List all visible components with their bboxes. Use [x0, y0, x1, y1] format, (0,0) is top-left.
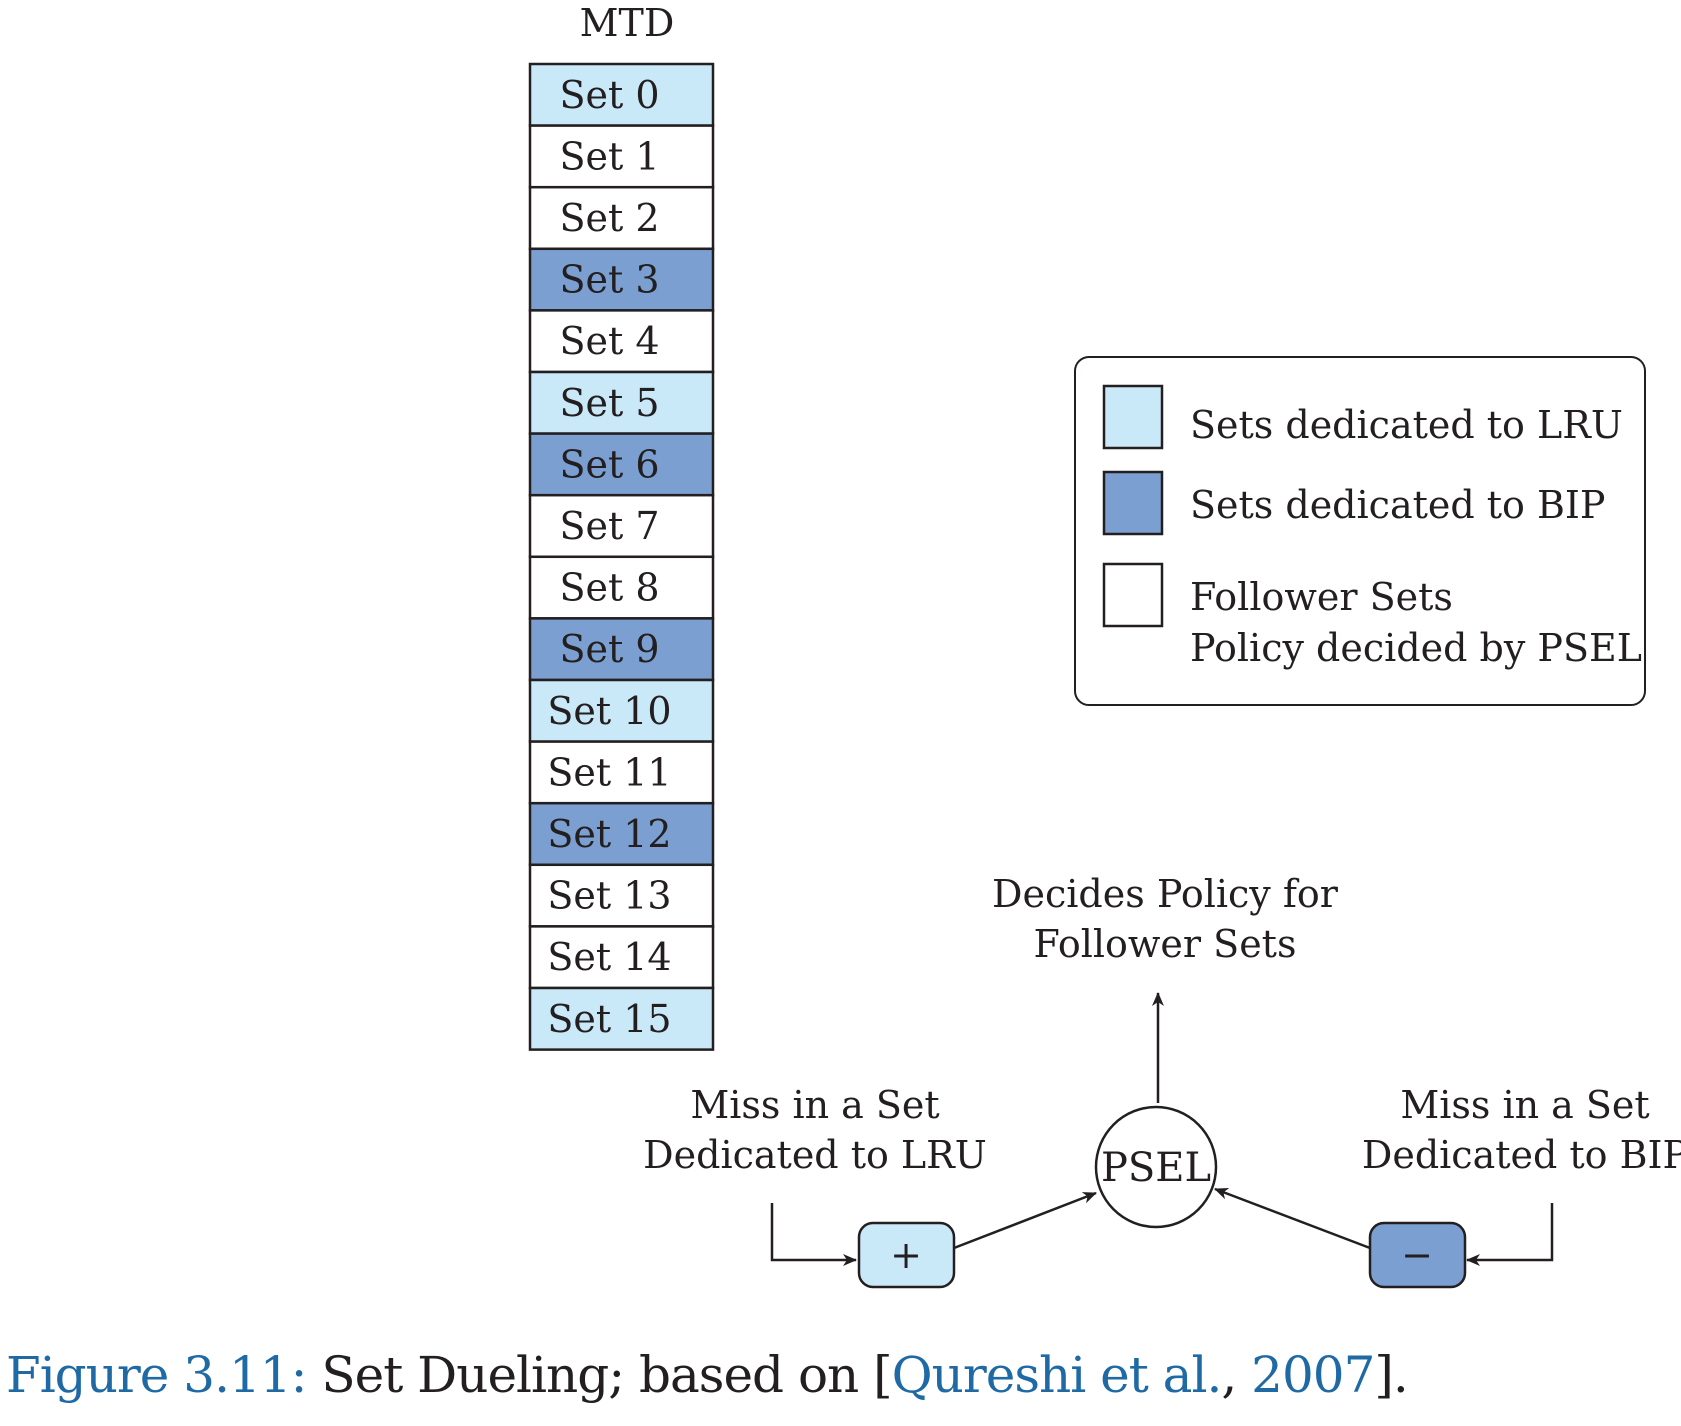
- mtd-set-label: Set 2: [559, 196, 659, 240]
- mtd-set-cell: [528, 863, 715, 928]
- increment-box: [857, 1221, 956, 1289]
- figure-caption: Figure 3.11: Set Dueling; based on [Qure…: [6, 1346, 1409, 1404]
- caption-end: ].: [1374, 1346, 1408, 1404]
- mtd-title: MTD: [580, 1, 675, 45]
- caption-citation-link[interactable]: Qureshi et al.: [891, 1346, 1223, 1404]
- psel-counter-label: PSEL: [1101, 1145, 1211, 1191]
- mtd-set-label: Set 0: [559, 73, 659, 117]
- mtd-set-cell: [528, 986, 715, 1051]
- psel-counter-circle: [1094, 1105, 1218, 1229]
- mtd-set-label: Set 13: [547, 874, 671, 918]
- caption-year-link[interactable]: 2007: [1251, 1346, 1375, 1404]
- mtd-set-label: Set 4: [559, 319, 659, 363]
- legend: Sets dedicated to LRU Sets dedicated to …: [1074, 356, 1646, 706]
- mtd-set-label: Set 7: [559, 504, 659, 548]
- bip-miss-label-2: Dedicated to BIP: [1362, 1133, 1681, 1177]
- legend-swatch-lru: [1102, 384, 1164, 450]
- decrement-box: [1368, 1221, 1467, 1289]
- psel-output-label-2: Follower Sets: [1034, 922, 1297, 966]
- lru-miss-arrow: [770, 1203, 857, 1266]
- mtd-set-label: Set 1: [559, 134, 659, 178]
- mtd-set-label: Set 11: [547, 750, 671, 794]
- mtd-set-label: Set 15: [547, 997, 671, 1041]
- caption-separator: ,: [1221, 1346, 1252, 1404]
- mtd-set-label: Set 6: [559, 442, 659, 486]
- mtd-set-label: Set 8: [559, 566, 659, 610]
- mtd-set-label: Set 5: [559, 381, 659, 425]
- legend-label-lru: Sets dedicated to LRU: [1190, 403, 1623, 447]
- increment-to-psel-arrow: [953, 1191, 1097, 1250]
- lru-miss-label-2: Dedicated to LRU: [643, 1133, 987, 1177]
- mtd-set-cell: [528, 124, 715, 189]
- mtd-set-cell: [528, 493, 715, 559]
- mtd-set-column: Set 0 Set 1 Set 2 Set 3 Set 4 Set 5 Set 6 Set 7…: [528, 62, 715, 1051]
- legend-swatch-follower: [1102, 562, 1164, 628]
- mtd-set-cell: [528, 62, 715, 127]
- mtd-set-cell: [528, 678, 715, 743]
- lru-miss-label-1: Miss in a Set: [690, 1083, 939, 1127]
- caption-text: Set Dueling; based on [: [306, 1346, 892, 1404]
- increment-sign: +: [890, 1233, 922, 1277]
- mtd-set-label: Set 10: [547, 689, 671, 733]
- mtd-set-label: Set 12: [547, 812, 671, 856]
- legend-label-follower-1: Follower Sets: [1190, 575, 1453, 619]
- psel-output-label-1: Decides Policy for: [992, 872, 1339, 916]
- bip-miss-arrow: [1466, 1203, 1554, 1266]
- decrement-sign: −: [1401, 1233, 1433, 1277]
- mtd-set-cell: [528, 617, 715, 682]
- mtd-set-label: Set 14: [547, 935, 671, 979]
- mtd-set-cell: [528, 370, 715, 435]
- caption-figure-number: Figure 3.11:: [6, 1346, 307, 1404]
- legend-swatch-bip: [1102, 470, 1164, 536]
- bip-miss-label-1: Miss in a Set: [1400, 1083, 1649, 1127]
- decrement-to-psel-arrow: [1214, 1187, 1371, 1250]
- legend-frame: [1074, 356, 1646, 706]
- legend-label-bip: Sets dedicated to BIP: [1190, 483, 1606, 527]
- mtd-set-label: Set 9: [559, 627, 659, 671]
- mtd-set-cell: [528, 247, 715, 312]
- mtd-set-label: Set 3: [559, 258, 659, 302]
- mtd-set-cell: [528, 740, 715, 805]
- legend-label-follower-2: Policy decided by PSEL: [1190, 626, 1642, 670]
